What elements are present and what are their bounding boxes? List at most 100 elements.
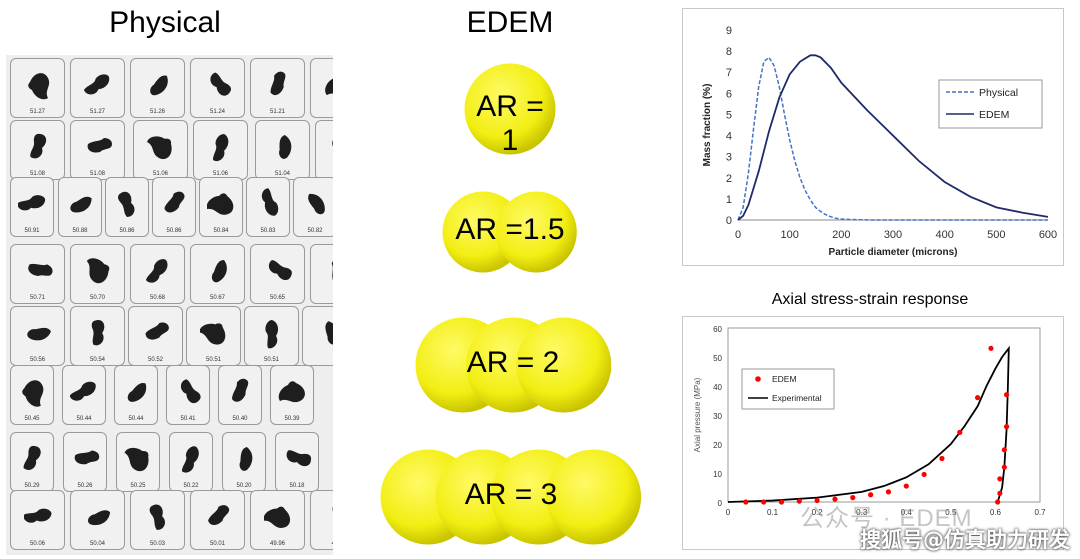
edem-data-point	[796, 498, 802, 504]
particle-tile: 51.06	[193, 120, 248, 180]
edem-data-point	[1001, 464, 1007, 470]
particle-image	[27, 73, 49, 100]
particle-image	[331, 139, 333, 154]
particle-image	[146, 136, 172, 159]
particle-tile: 50.26	[63, 432, 107, 492]
legend: EDEM Experimental	[741, 368, 835, 410]
particle-tile: 50.67	[190, 244, 245, 304]
particle-tile: 51.24	[190, 58, 245, 118]
particle-image	[207, 505, 229, 526]
edem-data-point	[1003, 424, 1010, 430]
y-tick-label: 40	[713, 383, 722, 392]
particle-tile: 50.86	[105, 177, 149, 237]
particle-size-label: 50.44	[128, 416, 144, 422]
particle-image	[70, 381, 96, 401]
particle-size-label: 50.84	[213, 228, 229, 234]
particle-image	[18, 195, 46, 211]
particle-row: 50.06 50.04 50.03 50.01 49.96 49.9	[6, 490, 333, 552]
particle-image	[83, 74, 109, 95]
particle-size-label: 50.18	[289, 483, 305, 489]
x-tick-label: 0.3	[856, 508, 868, 517]
edem-data-point	[939, 455, 945, 462]
particle-tile: 51.21	[250, 58, 305, 118]
particle-size-label: 50.91	[24, 228, 40, 234]
particle-tile: 50.20	[222, 432, 266, 492]
particle-image	[127, 383, 147, 402]
particle-tile: 50.25	[116, 432, 160, 492]
particle-image	[23, 508, 52, 523]
particle-row: 50.29 50.26 50.25 50.22 50.20 50.18	[6, 432, 333, 494]
particle-tile: 51.27	[10, 58, 65, 118]
particle-size-label: 50.04	[89, 541, 105, 547]
particle-image	[180, 379, 201, 404]
sphere-cluster	[464, 63, 556, 155]
particle-tile: 50.44	[62, 365, 106, 425]
particle-tile: 50.83	[246, 177, 290, 237]
series-line-edem	[737, 54, 1049, 221]
x-tick-label: 300	[884, 229, 902, 241]
particle-image	[332, 501, 333, 530]
particle-row: 50.71 50.70 50.68 50.67 50.65	[6, 244, 333, 306]
particle-tile	[310, 244, 333, 304]
edem-data-point	[868, 492, 874, 498]
watermark-wechat: 公众号 · EDEM	[800, 505, 973, 532]
particle-size-label: 50.39	[284, 416, 300, 422]
y-tick-label: 2	[726, 173, 732, 185]
particle-image	[22, 380, 44, 407]
particle-image	[199, 323, 225, 345]
y-tick-label: 0	[726, 215, 732, 227]
particle-tile: 50.44	[114, 365, 158, 425]
particle-size-label: 51.26	[149, 109, 165, 115]
particle-image	[286, 450, 312, 467]
particle-size-label: 51.27	[89, 109, 105, 115]
particle-tile: 51.08	[70, 120, 125, 180]
edem-data-point	[903, 483, 909, 489]
aspect-ratio-label: AR = 3	[464, 478, 558, 511]
particle-size-label: 50.51	[205, 357, 221, 363]
particle-size-label: 50.06	[29, 541, 45, 547]
y-tick-label: 3	[726, 152, 732, 164]
particle-size-label: 51.06	[212, 171, 228, 177]
physical-title: Physical	[109, 6, 221, 39]
particle-size-label: 50.54	[89, 357, 105, 363]
edem-data-point	[957, 429, 963, 435]
particle-size-label: 51.24	[209, 109, 225, 115]
aspect-ratio-label: AR = 1	[476, 90, 544, 157]
particle-size-label: 51.04	[274, 171, 290, 177]
particle-tile: 50.70	[70, 244, 125, 304]
particle-size-label: 49.96	[269, 541, 285, 547]
particle-tile: 51.27	[70, 58, 125, 118]
particle-tile: 50.71	[10, 244, 65, 304]
particle-tile: 50.41	[166, 365, 210, 425]
edem-data-point	[885, 489, 892, 495]
stress-strain-title: Axial stress-strain response	[771, 291, 969, 308]
particle-tile: 50.18	[275, 432, 319, 492]
y-tick-label: 7	[726, 67, 732, 79]
particle-row: 51.27 51.27 51.26 51.24 51.21	[6, 58, 333, 120]
sphere-cluster	[415, 317, 611, 413]
particle-tile: 50.86	[152, 177, 196, 237]
particle-image	[91, 320, 104, 346]
sphere	[515, 317, 611, 413]
particle-tile: 50.03	[130, 490, 185, 550]
y-tick-label: 50	[713, 354, 722, 363]
edem-particle-model: AR = 2	[415, 317, 612, 413]
y-tick-label: 10	[713, 470, 722, 479]
chart-frame	[682, 8, 1064, 266]
y-tick-label: 20	[713, 441, 722, 450]
x-axis-label: Particle diameter (microns)	[829, 247, 958, 258]
particle-size-label: 50.56	[29, 357, 45, 363]
particle-tile: 50.01	[190, 490, 245, 550]
edem-data-point	[988, 345, 994, 351]
particle-tile	[310, 58, 333, 118]
particle-image	[118, 191, 135, 217]
particle-size-label: 50.25	[130, 483, 146, 489]
particle-size-label: 51.08	[29, 171, 45, 177]
particle-tile: 50.45	[10, 365, 54, 425]
series-line-physical	[737, 56, 1048, 221]
y-tick-label: 9	[726, 25, 732, 37]
particle-size-label: 50.51	[263, 357, 279, 363]
particle-image	[145, 259, 167, 283]
watermark-sohu: 搜狐号@仿真助力研发	[860, 528, 1070, 552]
y-tick-label: 30	[713, 412, 722, 421]
